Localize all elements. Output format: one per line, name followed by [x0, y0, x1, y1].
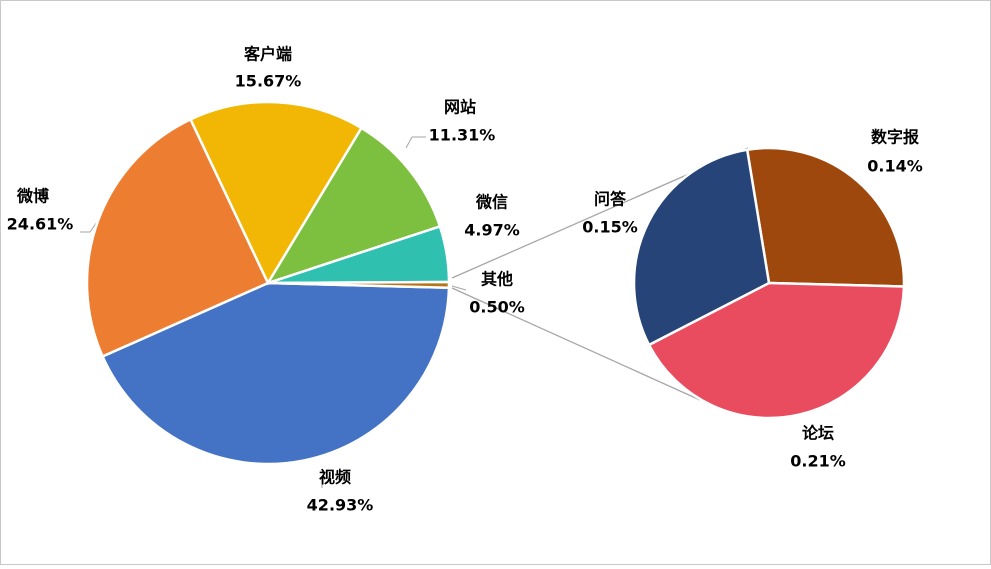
slice-value-label: 15.67% [235, 72, 302, 91]
slice-name: 问答 [594, 190, 627, 209]
slice-name: 数字报 [871, 128, 919, 147]
pie-slice [745, 146, 906, 288]
pie-slice [100, 281, 451, 466]
slice-value-label: 4.97% [464, 221, 520, 240]
slice-value-label: 11.31% [429, 126, 496, 145]
slice-name: 其他 [481, 270, 513, 289]
slice-value-label: 24.61% [7, 215, 74, 234]
leader-line [80, 221, 98, 233]
pie-slice [188, 100, 364, 286]
pie-slice [267, 280, 451, 290]
slice-value-label: 0.21% [790, 452, 846, 471]
slice-name: 视频 [319, 468, 351, 487]
slice-value-label: 0.50% [469, 298, 525, 317]
pie-slice [85, 117, 270, 359]
pie-slice [265, 126, 442, 286]
slice-value-label: 42.93% [307, 496, 374, 515]
leader-line [451, 285, 467, 291]
slice-value-label: 0.14% [867, 157, 923, 176]
slice-name: 客户端 [244, 45, 292, 64]
slice-name: 网站 [444, 98, 476, 117]
pie-slice [632, 148, 771, 347]
leader-line [405, 136, 426, 149]
pie-slice [647, 281, 906, 420]
slice-name: 微博 [16, 187, 49, 206]
slice-value-label: 0.15% [582, 218, 638, 237]
slice-name: 论坛 [802, 424, 834, 443]
slice-name: 微信 [475, 193, 508, 212]
connector [451, 287, 701, 401]
